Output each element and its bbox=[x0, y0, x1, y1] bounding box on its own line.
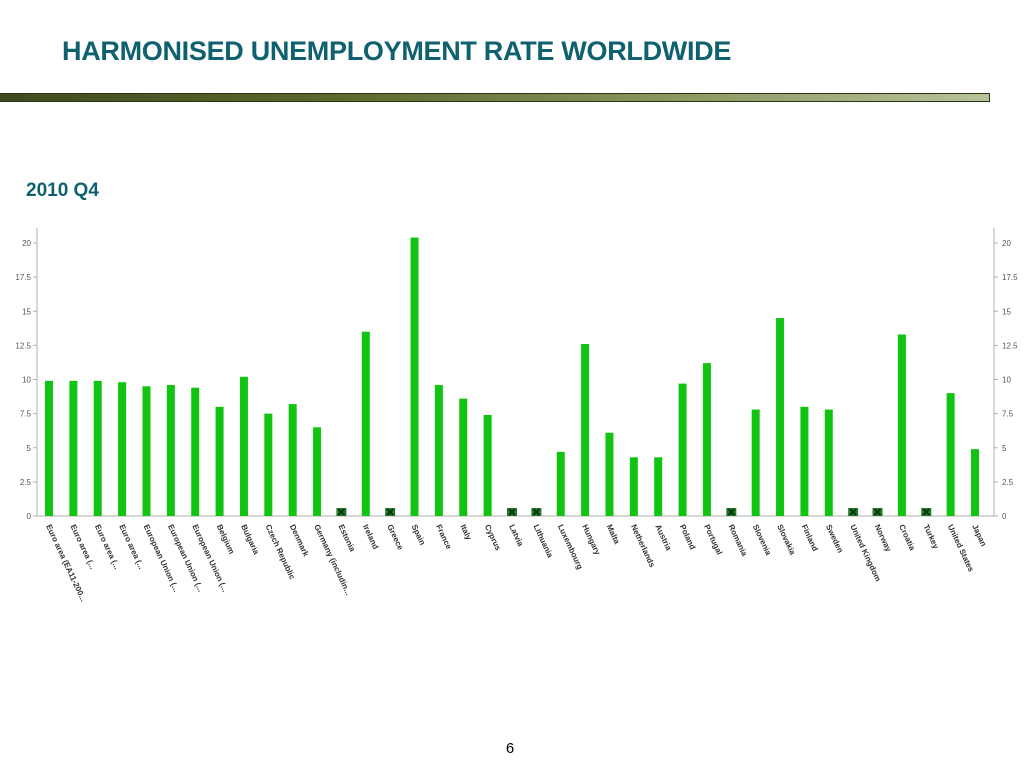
y-tick-label-left: 12.5 bbox=[15, 341, 31, 350]
x-tick-label: Croatia bbox=[897, 523, 917, 552]
y-tick-label-left: 17.5 bbox=[15, 273, 31, 282]
bar bbox=[605, 432, 614, 516]
bar bbox=[215, 406, 224, 516]
bar bbox=[361, 331, 370, 516]
x-tick-label: Italy bbox=[458, 523, 473, 542]
bar bbox=[142, 386, 151, 516]
bar bbox=[971, 449, 979, 516]
x-tick-label: Bulgaria bbox=[239, 523, 261, 556]
x-tick-label: France bbox=[434, 523, 453, 551]
x-tick-label: Malta bbox=[605, 523, 622, 546]
x-tick-label: Austria bbox=[653, 523, 673, 552]
bar bbox=[69, 380, 78, 516]
chart-frame bbox=[36, 228, 995, 517]
bar bbox=[434, 384, 443, 516]
x-tick-label: Lithuania bbox=[532, 523, 555, 560]
x-tick-label: Slovakia bbox=[775, 523, 797, 557]
bar bbox=[678, 383, 687, 516]
y-tick-label-right: 5 bbox=[1002, 444, 1007, 453]
x-tick-label: Finland bbox=[800, 523, 820, 553]
chart-title: 2010 Q4 bbox=[26, 180, 99, 201]
x-tick-label: Turkey bbox=[921, 523, 940, 551]
x-tick-label: Romania bbox=[727, 523, 750, 558]
y-tick-label-right: 20 bbox=[1002, 239, 1011, 248]
bar bbox=[93, 380, 102, 516]
x-tick-label: Euro area (... bbox=[117, 523, 146, 571]
y-tick-label-right: 15 bbox=[1002, 307, 1011, 316]
y-tick-label-right: 17.5 bbox=[1002, 273, 1018, 282]
x-tick-label: Japan bbox=[970, 523, 988, 548]
bar bbox=[118, 382, 127, 516]
bar bbox=[800, 406, 809, 516]
bar bbox=[702, 363, 711, 516]
bar bbox=[556, 451, 565, 516]
y-tick-label-left: 10 bbox=[22, 376, 31, 385]
y-tick-label-left: 0 bbox=[27, 512, 32, 521]
bar bbox=[166, 384, 175, 516]
bar bbox=[239, 376, 248, 516]
x-tick-label: Euro area (... bbox=[69, 523, 98, 571]
y-tick-label-left: 2.5 bbox=[20, 478, 32, 487]
bar-chart: 0 2.5 5 7.5 10 12.5 15 17.5 20 0 2.5 5 7.5 10 12.5 15 1… bbox=[15, 228, 1018, 603]
bar bbox=[45, 380, 53, 516]
x-tick-label: Estonia bbox=[337, 523, 358, 553]
missing-data-marker bbox=[531, 508, 542, 516]
y-tick-label-left: 7.5 bbox=[20, 410, 32, 419]
x-tick-label: Belgium bbox=[215, 523, 236, 555]
bar bbox=[288, 404, 297, 516]
x-tick-label: Latvia bbox=[507, 523, 525, 548]
bar bbox=[654, 457, 663, 516]
missing-data-marker bbox=[336, 508, 347, 516]
bar bbox=[313, 427, 322, 516]
x-tick-label: Spain bbox=[410, 523, 427, 547]
y-tick-label-left: 15 bbox=[22, 307, 31, 316]
y-axis-right: 0 2.5 5 7.5 10 12.5 15 17.5 20 bbox=[994, 239, 1018, 521]
bar bbox=[410, 237, 419, 517]
bar bbox=[483, 414, 492, 516]
missing-data-marker bbox=[385, 508, 396, 516]
bar bbox=[191, 387, 200, 516]
slide-title: HARMONISED UNEMPLOYMENT RATE WORLDWIDE bbox=[62, 36, 732, 66]
x-tick-label: Portugal bbox=[702, 523, 724, 556]
x-tick-label: Euro area (... bbox=[93, 523, 122, 571]
missing-data-marker bbox=[872, 508, 883, 516]
y-tick-label-right: 7.5 bbox=[1002, 410, 1014, 419]
y-tick-label-right: 0 bbox=[1002, 512, 1007, 521]
bar bbox=[629, 457, 638, 516]
x-tick-label: Sweden bbox=[824, 523, 845, 554]
missing-data-marker bbox=[848, 508, 859, 516]
y-tick-label-left: 20 bbox=[22, 239, 31, 248]
y-tick-label-right: 12.5 bbox=[1002, 341, 1018, 350]
missing-data-marker bbox=[921, 508, 932, 516]
x-tick-label: Denmark bbox=[288, 523, 311, 558]
x-tick-label: Norway bbox=[873, 523, 894, 553]
y-axis-left: 0 2.5 5 7.5 10 12.5 15 17.5 20 bbox=[15, 239, 37, 521]
bar bbox=[459, 398, 468, 516]
bar bbox=[581, 344, 590, 516]
bar bbox=[897, 334, 906, 516]
x-axis-labels: Euro area (EA11-200...Euro area (...Euro… bbox=[44, 523, 988, 603]
y-tick-label-right: 10 bbox=[1002, 376, 1011, 385]
x-tick-label: Luxembourg bbox=[556, 523, 585, 571]
missing-data-marker bbox=[726, 508, 737, 516]
x-tick-label: Cyprus bbox=[483, 523, 503, 552]
bar bbox=[264, 413, 273, 516]
x-tick-label: Poland bbox=[678, 523, 697, 551]
x-tick-label: United States bbox=[946, 523, 976, 574]
x-tick-label: Ireland bbox=[361, 523, 380, 551]
bar bbox=[751, 409, 760, 516]
y-tick-label-left: 5 bbox=[27, 444, 32, 453]
missing-data-marker bbox=[507, 508, 517, 516]
bar bbox=[824, 409, 833, 516]
page-number: 6 bbox=[505, 740, 515, 757]
bar bbox=[946, 393, 955, 516]
bars bbox=[45, 237, 979, 517]
x-tick-label: Netherlands bbox=[629, 523, 657, 569]
bar bbox=[776, 318, 785, 516]
y-tick-label-right: 2.5 bbox=[1002, 478, 1014, 487]
title-divider bbox=[0, 93, 990, 102]
x-tick-label: Greece bbox=[385, 523, 405, 552]
x-tick-label: Hungary bbox=[580, 523, 602, 557]
x-tick-label: Slovenia bbox=[751, 523, 773, 557]
